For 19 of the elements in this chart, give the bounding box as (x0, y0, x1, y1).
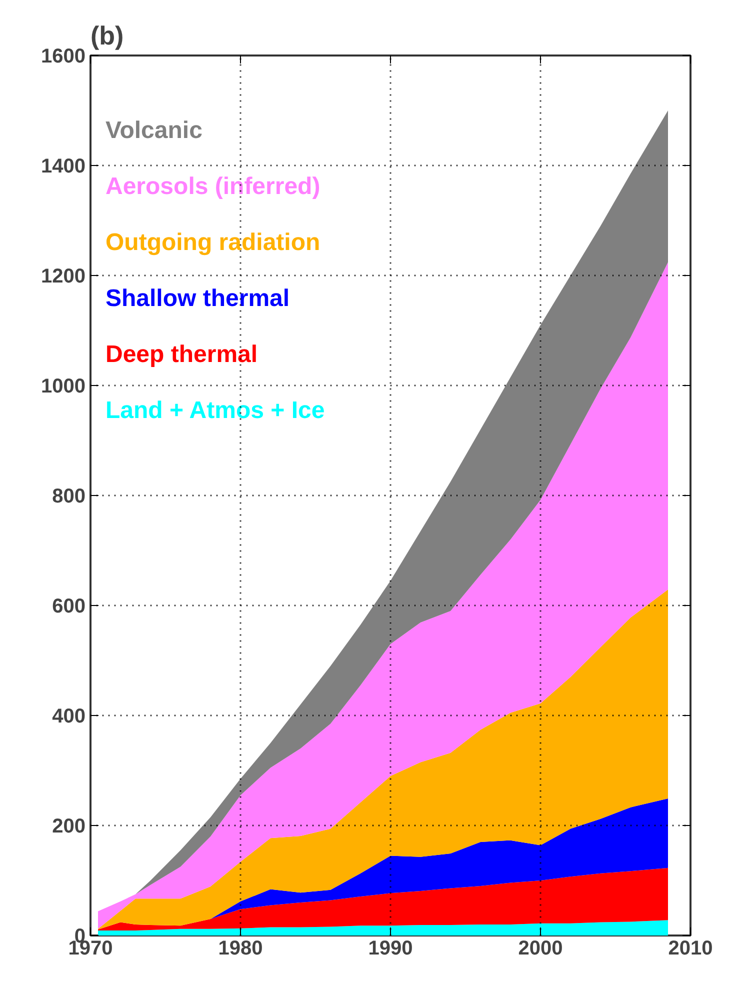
text: Volcanic (106, 117, 202, 144)
text: Aerosols (inferred) (106, 173, 320, 200)
y-tick-label: 200 (52, 816, 86, 838)
y-tick-label: 1000 (41, 376, 86, 398)
y-tick-label: 1400 (41, 156, 86, 178)
x-tick-label: 1980 (218, 938, 263, 960)
text: Land + Atmos + Ice (106, 397, 325, 424)
y-tick-label: 1600 (41, 46, 86, 68)
y-tick-label: 600 (52, 596, 86, 618)
text: Deep thermal (106, 341, 258, 368)
chart-title: (b) (90, 20, 124, 50)
y-tick-label: 800 (52, 486, 86, 508)
y-tick-label: 400 (52, 706, 86, 728)
x-tick-label: 2010 (668, 938, 713, 960)
text: Outgoing radiation (106, 229, 320, 256)
x-tick-label: 2000 (518, 938, 563, 960)
y-tick-label: 1200 (41, 266, 86, 288)
text: Shallow thermal (106, 285, 290, 312)
x-tick-label: 1990 (368, 938, 413, 960)
